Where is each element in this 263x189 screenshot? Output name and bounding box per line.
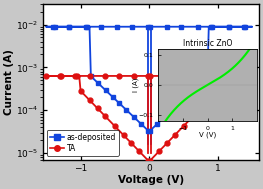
Y-axis label: Current (A): Current (A): [4, 49, 14, 115]
Legend: as-deposited, TA: as-deposited, TA: [47, 130, 119, 156]
X-axis label: Voltage (V): Voltage (V): [118, 175, 184, 185]
